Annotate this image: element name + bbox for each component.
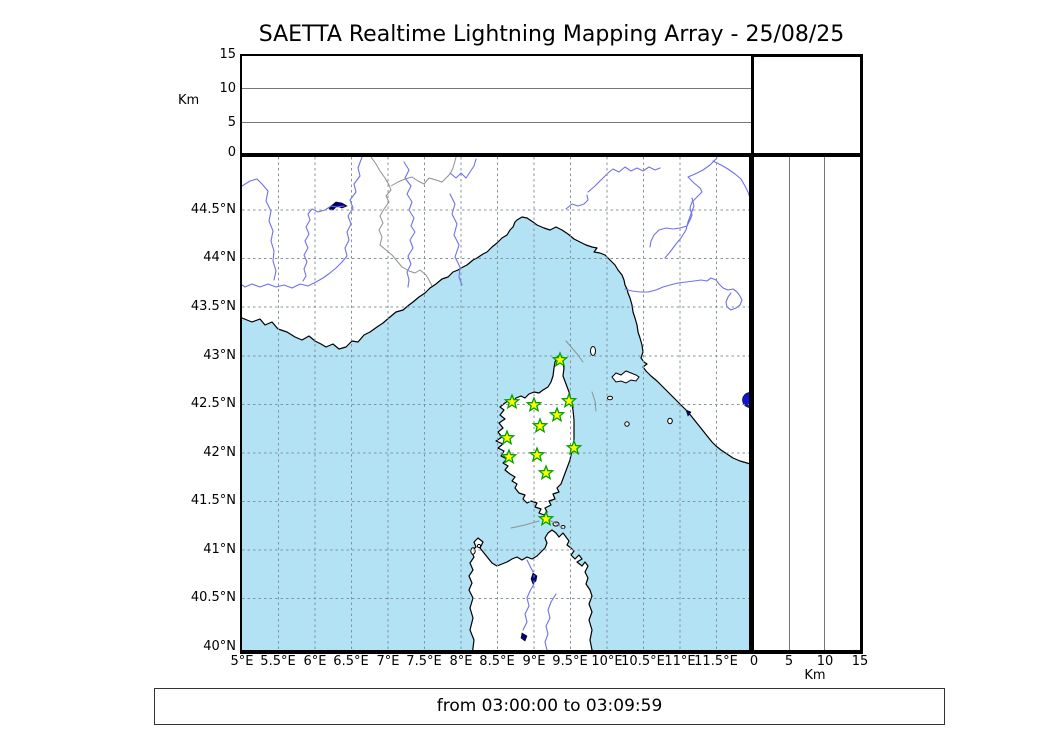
map-canvas — [242, 157, 749, 650]
lon-tick-7: 7°E — [376, 654, 400, 669]
lat-tick-42-5: 42.5°N — [190, 396, 236, 411]
country-borders — [370, 157, 457, 287]
km-tick-15: 15 — [851, 654, 869, 669]
km-tick-5: 5 — [784, 654, 794, 669]
lon-tick-10: 10°E — [591, 654, 623, 669]
lon-tick-9-5: 9.5°E — [552, 654, 588, 669]
elba-island — [611, 370, 640, 384]
lat-tick-43-5: 43.5°N — [190, 299, 236, 314]
lon-tick-6-5: 6.5°E — [333, 654, 369, 669]
lon-tick-11-5: 11.5°E — [694, 654, 738, 669]
alt-tick-0: 0 — [227, 145, 236, 160]
lat-tick-40: 40°N — [203, 639, 236, 654]
lat-tick-42: 42°N — [203, 445, 236, 460]
lon-tick-8: 8°E — [449, 654, 473, 669]
altitude-gridline-10km-v — [824, 157, 825, 650]
alt-tick-15: 15 — [219, 47, 236, 62]
lake-trasimeno — [742, 392, 749, 408]
lon-tick-10-5: 10.5°E — [621, 654, 665, 669]
pianosa-island — [607, 395, 613, 401]
corsica-island — [495, 355, 575, 516]
lat-tick-41: 41°N — [203, 542, 236, 557]
lat-tick-43: 43°N — [203, 348, 236, 363]
montecristo-island — [624, 421, 630, 427]
lat-tick-44-5: 44.5°N — [190, 202, 236, 217]
altitude-gridline-5km-v — [789, 157, 790, 650]
altitude-longitude-panel — [240, 54, 753, 157]
asinara-islet-dot — [476, 543, 482, 549]
altitude-latitude-panel — [751, 153, 863, 654]
rivers — [242, 157, 749, 650]
lon-tick-5: 5°E — [230, 654, 254, 669]
orbetello-lagoon — [685, 409, 692, 417]
mainland-coast — [242, 157, 749, 465]
time-range-caption: from 03:00:00 to 03:09:59 — [154, 688, 945, 725]
map-panel — [240, 153, 753, 654]
lake-omodeo — [520, 632, 528, 642]
lon-tick-6: 6°E — [303, 654, 327, 669]
lon-tick-5-5: 5.5°E — [260, 654, 296, 669]
alt-tick-5: 5 — [227, 115, 236, 130]
lat-tick-41-5: 41.5°N — [190, 493, 236, 508]
page-title: SAETTA Realtime Lightning Mapping Array … — [258, 22, 845, 47]
giglio-island — [667, 417, 673, 425]
alt-tick-10: 10 — [219, 81, 236, 96]
lat-tick-40-5: 40.5°N — [190, 590, 236, 605]
km-tick-0: 0 — [749, 654, 759, 669]
lake-serre-poncon — [328, 201, 348, 211]
corner-panel — [751, 54, 863, 157]
lat-tick-44: 44°N — [203, 250, 236, 265]
lon-tick-11: 11°E — [664, 654, 696, 669]
altitude-gridline-5km — [242, 122, 751, 123]
km-axis-unit: Km — [804, 668, 826, 683]
asinara-island — [470, 547, 476, 555]
altitude-axis-unit: Km — [178, 93, 200, 108]
graticule — [242, 157, 749, 650]
capraia-island — [590, 346, 596, 356]
km-tick-10: 10 — [816, 654, 834, 669]
altitude-gridline-10km — [242, 88, 751, 89]
lon-tick-7-5: 7.5°E — [406, 654, 442, 669]
lon-tick-9: 9°E — [522, 654, 546, 669]
lon-tick-8-5: 8.5°E — [479, 654, 515, 669]
